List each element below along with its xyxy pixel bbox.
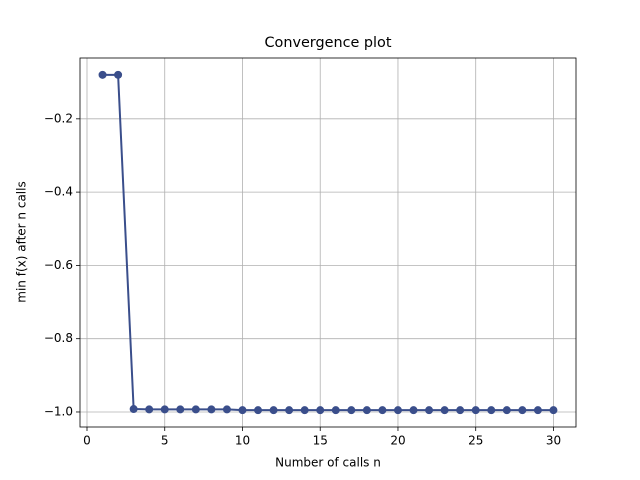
data-point [533, 406, 542, 415]
data-point [238, 406, 247, 415]
data-point [269, 406, 278, 415]
data-point [222, 405, 231, 414]
data-point [362, 406, 371, 415]
data-point [409, 406, 418, 415]
data-point [316, 406, 325, 415]
y-tick-label: −1.0 [44, 404, 73, 418]
x-tick-label: 10 [235, 434, 250, 448]
y-tick-label: −0.2 [44, 111, 73, 125]
data-point [129, 405, 138, 414]
data-point [502, 406, 511, 415]
data-point [331, 406, 340, 415]
y-axis-label: min f(x) after n calls [15, 181, 29, 302]
x-axis-label: Number of calls n [275, 456, 381, 470]
data-point [207, 405, 216, 414]
data-point [114, 70, 123, 79]
chart-title: Convergence plot [264, 35, 391, 51]
y-tick-label: −0.4 [44, 185, 73, 199]
data-point [145, 405, 154, 414]
series-line [102, 73, 554, 412]
x-tick-label: 20 [390, 434, 405, 448]
data-point [160, 405, 169, 414]
data-point [191, 405, 200, 414]
data-point [98, 70, 107, 79]
data-point [518, 406, 527, 415]
data-point [393, 406, 402, 415]
data-point [300, 406, 309, 415]
x-tick-label: 5 [161, 434, 169, 448]
data-point [378, 406, 387, 415]
x-tick-label: 25 [468, 434, 483, 448]
x-tick-label: 30 [546, 434, 561, 448]
y-tick-label: −0.8 [44, 331, 73, 345]
data-point [425, 406, 434, 415]
data-point [440, 406, 449, 415]
x-tick-label: 15 [313, 434, 328, 448]
data-point [471, 406, 480, 415]
data-point [176, 405, 185, 414]
data-point [347, 406, 356, 415]
x-tick-label: 0 [83, 434, 91, 448]
data-point [285, 406, 294, 415]
data-point [254, 406, 263, 415]
plot-frame [79, 57, 577, 428]
data-point [487, 406, 496, 415]
data-point [549, 406, 558, 415]
y-tick-label: −0.6 [44, 258, 73, 272]
data-point [456, 406, 465, 415]
